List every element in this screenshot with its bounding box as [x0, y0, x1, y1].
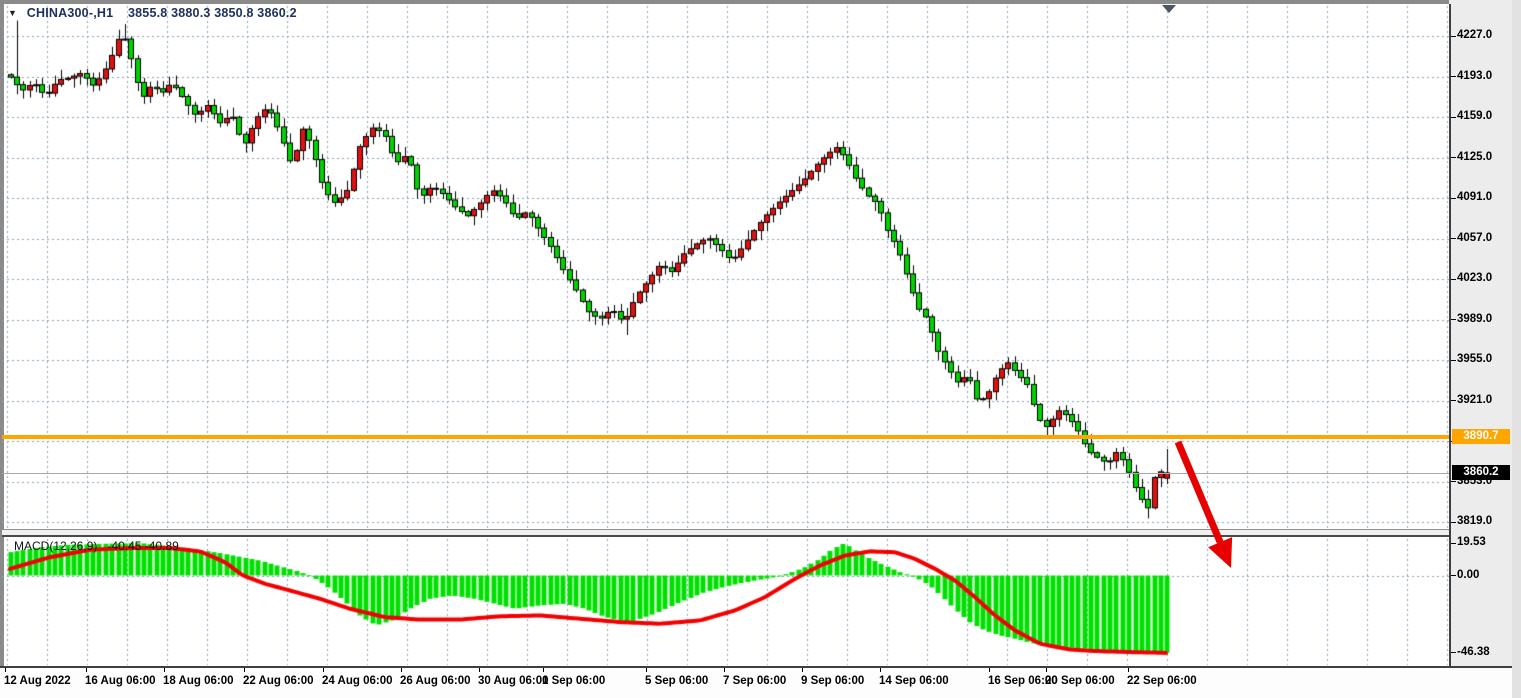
time-axis-label: 7 Sep 06:00 [723, 675, 787, 687]
price-axis-tick [1451, 521, 1456, 523]
price-axis-tick [1451, 400, 1456, 401]
price-axis-tick [1451, 278, 1456, 280]
time-axis-label: 1 Sep 06:00 [542, 675, 606, 687]
price-axis-label: 4193.0 [1457, 69, 1493, 82]
price-axis-label: 3921.0 [1457, 393, 1493, 406]
time-axis-tick [646, 668, 647, 672]
price-axis-label: 4125.0 [1457, 150, 1493, 163]
price-axis-tick [1451, 319, 1456, 320]
time-axis-tick [989, 668, 990, 672]
panel-separator[interactable] [2, 529, 1449, 537]
macd-chart-canvas[interactable] [2, 537, 1449, 666]
time-axis[interactable]: 12 Aug 2022 16 Aug 06:00 18 Aug 06:00 22 Au… [0, 666, 1521, 698]
price-axis-tick [1451, 157, 1456, 158]
time-axis-tick [244, 668, 245, 672]
chart-shift-marker-icon[interactable] [1162, 5, 1176, 13]
time-axis-label: 30 Aug 06:00 [478, 675, 549, 687]
price-axis-label: 4091.0 [1457, 191, 1493, 203]
time-axis-label: 5 Sep 06:00 [645, 675, 709, 687]
price-axis-tick [1451, 116, 1456, 118]
price-chart-canvas[interactable] [2, 4, 1449, 529]
price-axis-label: 4023.0 [1457, 272, 1493, 284]
price-axis-tick [1451, 359, 1456, 361]
current-price-line [2, 473, 1449, 474]
price-axis-border [1449, 4, 1451, 666]
time-axis-tick [802, 668, 803, 672]
hline-price-badge: 3890.7 [1452, 429, 1510, 445]
price-axis-tick [1451, 35, 1456, 37]
macd-name: MACD(12,26,9) [14, 539, 98, 553]
time-axis-tick [1128, 668, 1129, 672]
time-axis-label: 22 Sep 06:00 [1127, 675, 1197, 687]
symbol-period-label: CHINA300-,H1 [26, 6, 114, 20]
time-axis-label: 22 Aug 06:00 [243, 675, 314, 687]
macd-axis-label: -46.38 [1457, 645, 1490, 658]
macd-axis-tick [1451, 652, 1456, 654]
price-axis-tick [1451, 197, 1456, 199]
macd-values: -40.45 -40.89 [107, 539, 179, 553]
time-axis-tick [401, 668, 402, 672]
chart-title: ▼ CHINA300-,H1 3855.8 3880.3 3850.8 3860… [8, 6, 297, 20]
current-price-badge: 3860.2 [1452, 465, 1510, 481]
price-axis-label: 3955.0 [1457, 353, 1493, 365]
time-axis-tick [5, 668, 6, 672]
time-axis-tick [86, 668, 87, 672]
price-axis-tick [1451, 481, 1456, 482]
price-axis-label: 4227.0 [1457, 29, 1493, 41]
price-axis-label: 3819.0 [1457, 515, 1493, 527]
time-axis-tick [724, 668, 725, 672]
time-axis-label: 16 Sep 06:00 [988, 675, 1058, 687]
price-axis-tick [1451, 238, 1456, 239]
ohlc-values: 3855.8 3880.3 3850.8 3860.2 [127, 6, 297, 20]
time-axis-tick [323, 668, 324, 672]
symbol-dropdown-icon[interactable]: ▼ [8, 8, 18, 18]
time-axis-label: 20 Sep 06:00 [1045, 675, 1115, 687]
right-gutter [1512, 0, 1521, 698]
macd-axis-tick [1451, 575, 1456, 576]
macd-axis-label: 19.53 [1457, 536, 1486, 548]
time-axis-tick [543, 668, 544, 672]
macd-axis-tick [1451, 542, 1456, 544]
time-axis-label: 26 Aug 06:00 [400, 675, 471, 687]
time-axis-label: 24 Aug 06:00 [322, 675, 393, 687]
time-axis-label: 12 Aug 2022 [4, 675, 71, 687]
price-axis-label: 4159.0 [1457, 110, 1493, 122]
time-axis-tick [1046, 668, 1047, 672]
time-axis-tick [880, 668, 881, 672]
horizontal-line-annotation[interactable] [2, 434, 1449, 439]
macd-indicator-label: MACD(12,26,9) -40.45 -40.89 [14, 539, 179, 553]
time-axis-label: 16 Aug 06:00 [85, 675, 156, 687]
macd-axis-label: 0.00 [1457, 568, 1480, 581]
price-axis-tick [1451, 76, 1456, 77]
price-axis-label: 3989.0 [1457, 312, 1493, 325]
time-axis-label: 9 Sep 06:00 [801, 675, 865, 687]
time-axis-label: 14 Sep 06:00 [879, 675, 949, 687]
time-axis-tick [479, 668, 480, 672]
price-axis[interactable]: 4227.0 4193.0 4159.0 4125.0 4091.0 4057.0 4023… [1451, 0, 1512, 666]
time-axis-tick [164, 668, 165, 672]
time-axis-label: 18 Aug 06:00 [163, 675, 234, 687]
price-axis-label: 4057.0 [1457, 231, 1493, 244]
